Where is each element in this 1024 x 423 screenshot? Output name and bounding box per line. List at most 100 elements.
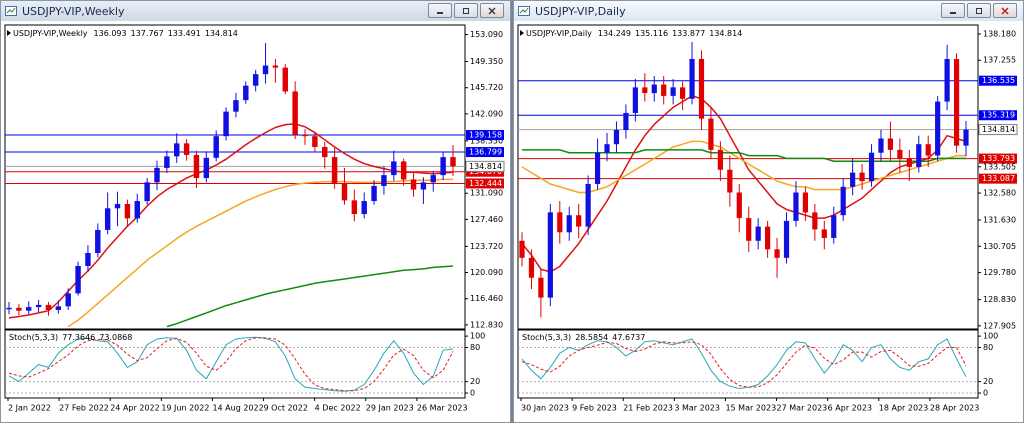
- candle-body: [282, 67, 288, 92]
- stoch-tick-label: 100: [983, 332, 998, 341]
- stoch-tick-label: 80: [470, 343, 480, 352]
- ohlc-value: 135.116: [635, 29, 668, 38]
- candle-body: [213, 136, 219, 158]
- candle-body: [850, 172, 856, 187]
- price-plot: [5, 43, 465, 328]
- ohlc-value: 134.249: [598, 29, 631, 38]
- candle-body: [916, 144, 922, 167]
- candle-body: [420, 182, 427, 190]
- candle-body: [944, 58, 950, 102]
- candle-body: [243, 85, 249, 101]
- minimize-button[interactable]: [941, 3, 965, 18]
- candle-body: [134, 201, 140, 219]
- y-tick-label: 149.350: [470, 57, 503, 66]
- candle-body: [953, 58, 960, 146]
- close-button[interactable]: [993, 3, 1017, 18]
- candle-body: [361, 201, 367, 215]
- candle-body: [557, 212, 563, 233]
- x-tick-label: 6 Apr 2023: [828, 404, 872, 413]
- candle-body: [642, 87, 648, 94]
- x-tick-label: 4 Dec 2022: [315, 404, 361, 413]
- candle-body: [45, 304, 52, 310]
- x-tick-label: 29 Jan 2023: [366, 404, 414, 413]
- y-tick-label: 131.090: [470, 189, 503, 198]
- candle-body: [566, 215, 572, 233]
- candle-body: [897, 149, 903, 159]
- candle-body: [302, 134, 308, 137]
- candle-body: [154, 167, 160, 183]
- stoch-signal-line: [521, 341, 967, 388]
- candle-body: [613, 129, 620, 145]
- candle-body: [174, 143, 180, 157]
- x-tick-label: 19 Jun 2022: [161, 404, 209, 413]
- stoch-tick-label: 80: [983, 343, 993, 352]
- level-tag: [466, 178, 504, 189]
- candle-body: [594, 152, 601, 184]
- level-tag: [466, 130, 504, 141]
- candle-body: [935, 101, 941, 156]
- y-tick-label: 130.705: [983, 242, 1016, 251]
- candle-body: [223, 111, 229, 137]
- candle-body: [193, 154, 200, 178]
- candle-body: [164, 156, 170, 168]
- x-tick-label: 24 Apr 2022: [110, 404, 159, 413]
- candle-body: [341, 183, 348, 201]
- candle-body: [519, 240, 525, 258]
- chart-window: USDJPY-VIP,Daily 138.180 137.255 133.505 13…: [513, 0, 1024, 423]
- restore-button[interactable]: [967, 3, 991, 18]
- close-icon: [1001, 7, 1009, 14]
- x-tick-label: 18 Apr 2023: [879, 404, 928, 413]
- y-tick-label: 131.630: [983, 216, 1016, 225]
- moving-average: [8, 123, 454, 319]
- candle-body: [821, 229, 827, 238]
- window-buttons: [941, 3, 1017, 18]
- close-button[interactable]: [480, 3, 504, 18]
- header-arrow: [7, 30, 11, 36]
- x-tick-label: 26 Mar 2023: [417, 404, 468, 413]
- candle-body: [717, 149, 723, 170]
- y-tick-label: 129.780: [983, 268, 1016, 277]
- candle-body: [95, 229, 101, 253]
- minimize-button[interactable]: [428, 3, 452, 18]
- candle-body: [85, 253, 91, 266]
- x-tick-label: 9 Feb 2023: [572, 404, 617, 413]
- moving-average: [166, 265, 454, 328]
- candle-body: [878, 138, 884, 153]
- stoch-tick-label: 20: [983, 377, 993, 386]
- stoch-main-line: [8, 336, 454, 392]
- candle-body: [736, 192, 742, 219]
- candle-body: [547, 212, 553, 298]
- candle-body: [391, 161, 397, 176]
- x-tick-label: 15 Mar 2023: [725, 404, 776, 413]
- candle-body: [430, 175, 436, 183]
- candle-body: [371, 185, 377, 202]
- header-arrow: [520, 30, 524, 36]
- candle-body: [16, 307, 22, 311]
- candle-body: [793, 192, 799, 221]
- candle-body: [203, 157, 210, 178]
- candle-body: [528, 257, 535, 278]
- y-tick-label: 128.830: [983, 295, 1016, 304]
- candle-body: [450, 157, 456, 167]
- restore-button[interactable]: [454, 3, 478, 18]
- level-tag-label: 132.444: [469, 179, 502, 188]
- level-tag: [979, 75, 1017, 86]
- price-plot: [518, 41, 978, 318]
- price-pane: [4, 24, 466, 330]
- y-tick-label: 137.255: [983, 56, 1016, 65]
- chart: 138.180 137.255 133.505 132.580 131.630 130.7…: [514, 21, 1023, 422]
- candle-body: [689, 58, 695, 99]
- stoch-signal-value: 73.0868: [99, 333, 132, 342]
- candle-body: [35, 304, 42, 308]
- candle-body: [727, 169, 733, 193]
- candle-body: [440, 157, 446, 176]
- candle-body: [272, 65, 279, 68]
- candle-body: [670, 87, 676, 96]
- current-price-tag: [465, 160, 505, 172]
- symbol-period: USDJPY-VIP,Weekly: [13, 29, 88, 38]
- title-bar: USDJPY-VIP,Weekly: [1, 1, 510, 21]
- candle-body: [75, 265, 81, 294]
- stoch-main-value: 28.5854: [575, 333, 608, 342]
- y-tick-label: 153.090: [470, 30, 503, 39]
- candle-body: [312, 136, 318, 147]
